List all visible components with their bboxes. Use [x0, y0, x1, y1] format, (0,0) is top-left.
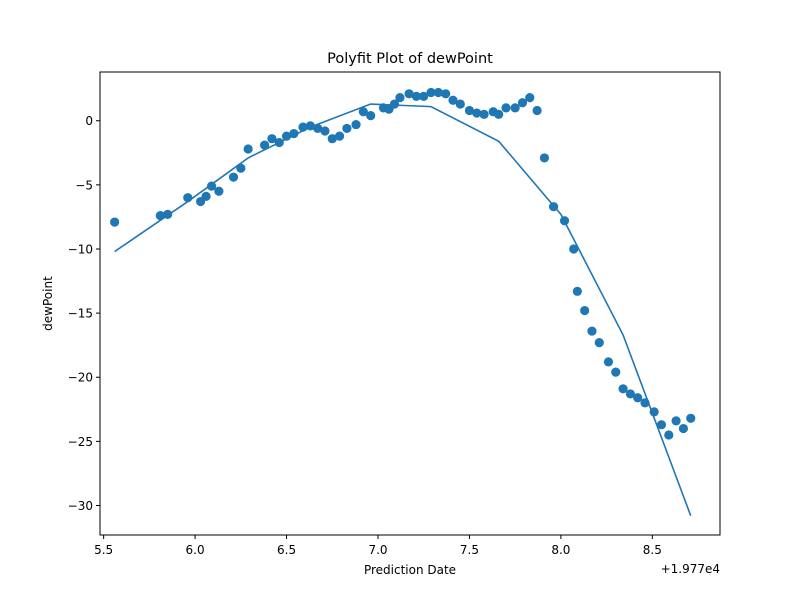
data-point [351, 119, 361, 130]
data-point [625, 389, 635, 399]
data-point [587, 326, 597, 336]
data-point [494, 109, 504, 119]
data-point [640, 398, 650, 408]
data-point [289, 128, 299, 139]
x-tick-label: 8.0 [551, 543, 570, 557]
x-axis-ticks: 5.5 6.0 6.5 7.0 7.5 8.0 8.5 [94, 535, 662, 557]
data-point [448, 95, 458, 105]
data-point [426, 87, 436, 98]
data-point [313, 123, 323, 134]
data-point [525, 93, 535, 103]
data-point [603, 357, 614, 367]
data-point [532, 105, 542, 116]
x-tick-label: 7.0 [368, 543, 387, 557]
axes-frame [99, 71, 721, 536]
data-point [281, 131, 292, 141]
data-point [633, 393, 643, 403]
data-point [214, 186, 224, 196]
data-point [305, 121, 315, 131]
data-point [298, 122, 308, 132]
data-point [686, 413, 696, 423]
y-tick-label: −5 [75, 178, 93, 192]
y-tick-label: −25 [68, 435, 93, 449]
data-point [678, 423, 689, 434]
x-axis-label: Prediction Date [364, 563, 456, 577]
data-point [110, 217, 120, 227]
data-point [274, 137, 284, 148]
data-point [206, 181, 217, 191]
x-tick-label: 6.5 [277, 543, 296, 557]
y-tick-label: −20 [68, 371, 93, 385]
plot-area [110, 87, 696, 517]
data-point [155, 211, 165, 221]
y-tick-label: 0 [85, 114, 93, 128]
y-axis-label: dewPoint [41, 276, 55, 331]
y-tick-label: −30 [68, 499, 93, 513]
data-point [243, 144, 253, 154]
data-point [510, 103, 520, 113]
data-point [228, 172, 239, 182]
data-point [358, 107, 368, 117]
y-axis-ticks: 0 −5 −10 −15 −20 −25 −30 [68, 114, 100, 513]
data-point [611, 367, 621, 377]
data-point [479, 109, 489, 119]
data-point [441, 89, 451, 99]
data-point [472, 108, 482, 118]
data-point [201, 191, 211, 202]
data-point [236, 163, 246, 173]
data-point [419, 91, 429, 101]
data-point [342, 123, 352, 134]
y-tick-label: −15 [68, 307, 93, 321]
x-axis-offset-label: +1.977e4 [661, 562, 720, 576]
data-point [327, 134, 337, 144]
data-point [464, 105, 475, 116]
data-point [433, 87, 443, 98]
data-point [183, 193, 193, 203]
data-point [411, 91, 421, 101]
data-point [594, 338, 604, 348]
data-point [671, 416, 681, 426]
data-point [389, 99, 400, 109]
data-point [320, 126, 330, 136]
data-point [395, 93, 405, 103]
polyfit-line [114, 103, 692, 517]
x-tick-label: 7.5 [460, 543, 479, 557]
y-tick-label: −10 [68, 242, 93, 256]
data-point [539, 153, 550, 163]
data-point [572, 286, 582, 296]
data-point [580, 305, 590, 316]
data-point [334, 131, 345, 141]
data-point [548, 202, 559, 212]
data-point [163, 209, 173, 219]
data-point [559, 216, 570, 226]
data-point [517, 98, 528, 108]
data-point [618, 384, 628, 394]
x-tick-label: 6.0 [186, 543, 205, 557]
data-point [501, 103, 511, 113]
data-point [455, 99, 465, 109]
data-point [569, 244, 579, 254]
chart-title: Polyfit Plot of dewPoint [327, 51, 493, 67]
data-point [649, 407, 659, 417]
data-point [404, 89, 414, 99]
data-point [664, 430, 674, 440]
data-point [260, 140, 270, 150]
x-tick-label: 5.5 [94, 543, 113, 557]
data-point [366, 111, 376, 121]
data-point [656, 420, 667, 430]
data-point [267, 134, 277, 144]
x-tick-label: 8.5 [643, 543, 662, 557]
